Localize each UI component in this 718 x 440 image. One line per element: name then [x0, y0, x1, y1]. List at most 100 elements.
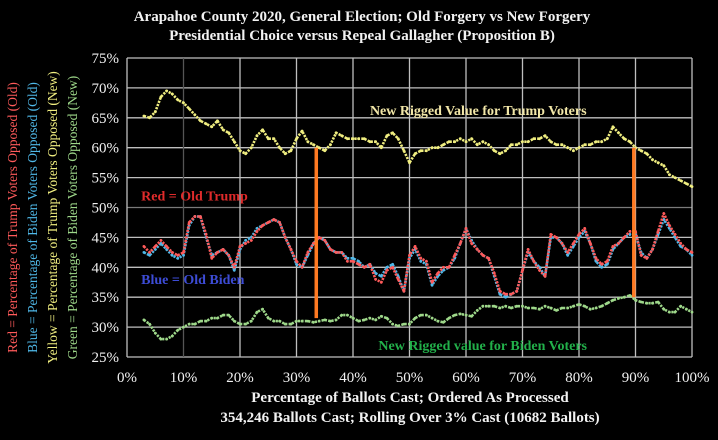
- data-point: [583, 227, 587, 230]
- data-point: [639, 253, 643, 257]
- data-point: [492, 149, 496, 153]
- x-tick-label: 20%: [226, 370, 254, 386]
- data-point: [295, 319, 298, 323]
- data-point: [453, 140, 457, 144]
- data-point: [362, 318, 366, 322]
- data-point: [504, 292, 507, 296]
- data-point: [255, 310, 259, 314]
- data-point: [379, 146, 383, 150]
- data-point: [165, 337, 169, 341]
- data-point: [470, 314, 473, 318]
- data-point: [385, 265, 389, 269]
- data-point: [317, 146, 321, 150]
- data-point: [176, 98, 180, 102]
- data-point: [244, 152, 248, 156]
- data-point: [464, 140, 468, 144]
- data-point: [266, 137, 270, 141]
- data-point: [594, 306, 598, 310]
- data-point: [515, 143, 519, 147]
- data-point: [475, 248, 479, 251]
- data-point: [312, 242, 315, 245]
- data-point: [628, 140, 632, 144]
- data-point: [447, 316, 451, 320]
- y-axis-label: Red = Percentage of Trump Voters Opposed…: [5, 82, 20, 353]
- data-point: [221, 248, 225, 251]
- data-point: [148, 322, 152, 326]
- data-point: [622, 137, 626, 141]
- data-point: [374, 277, 377, 281]
- data-point: [622, 295, 626, 299]
- annotation-new-biden: New Rigged value for Biden Voters: [378, 339, 587, 354]
- data-point: [340, 251, 344, 254]
- data-point: [210, 316, 214, 320]
- data-point: [346, 137, 349, 141]
- data-point: [594, 256, 598, 260]
- data-point: [464, 227, 468, 230]
- data-point: [295, 137, 298, 141]
- data-point: [323, 318, 327, 322]
- data-point: [278, 146, 281, 150]
- data-point: [521, 140, 524, 144]
- data-point: [487, 256, 490, 260]
- data-point: [549, 306, 553, 310]
- data-point: [617, 242, 620, 245]
- data-point: [651, 248, 654, 251]
- data-point: [193, 322, 197, 326]
- data-point: [685, 307, 688, 311]
- data-point: [447, 265, 451, 269]
- series-line: [143, 89, 693, 188]
- data-point: [600, 304, 603, 308]
- data-point: [357, 262, 360, 266]
- data-point: [249, 146, 253, 150]
- data-point: [645, 152, 649, 156]
- data-point: [538, 307, 541, 311]
- x-tick-label: 100%: [675, 370, 710, 386]
- data-point: [379, 280, 383, 284]
- data-point: [673, 176, 677, 180]
- data-point: [617, 297, 620, 300]
- data-point: [357, 259, 360, 263]
- data-point: [148, 253, 152, 257]
- data-point: [351, 137, 355, 141]
- data-point: [323, 239, 327, 242]
- data-point: [182, 251, 185, 254]
- data-point: [481, 304, 485, 308]
- data-point: [526, 140, 530, 144]
- data-point: [442, 265, 445, 269]
- data-point: [334, 318, 338, 322]
- data-point: [588, 307, 592, 311]
- data-point: [289, 149, 293, 153]
- y-axis-label: Blue = Percentage of Biden Voters Oppose…: [25, 82, 40, 353]
- series-group: [142, 89, 694, 341]
- data-point: [306, 251, 310, 254]
- data-point: [232, 319, 236, 323]
- data-point: [668, 173, 671, 177]
- data-point: [357, 319, 360, 323]
- data-point: [266, 221, 270, 224]
- data-point: [498, 306, 502, 310]
- data-point: [690, 251, 694, 254]
- data-point: [221, 128, 225, 132]
- data-point: [685, 248, 688, 251]
- data-point: [306, 319, 310, 323]
- data-point: [238, 245, 242, 248]
- data-point: [396, 324, 400, 328]
- data-point: [498, 289, 502, 293]
- annotation-group: New Rigged Value for Trump Voters Red = O…: [141, 104, 587, 354]
- data-point: [430, 146, 434, 150]
- data-point: [492, 304, 496, 308]
- data-point: [543, 304, 547, 308]
- data-point: [159, 239, 163, 242]
- data-point: [283, 152, 287, 156]
- data-point: [622, 236, 626, 239]
- data-point: [176, 253, 180, 257]
- data-point: [368, 140, 372, 144]
- data-point: [487, 304, 490, 308]
- data-point: [221, 313, 225, 317]
- data-point: [577, 233, 581, 236]
- x-tick-label: 10%: [170, 370, 198, 386]
- data-point: [651, 301, 654, 305]
- y-tick-label: 50%: [92, 201, 120, 217]
- data-point: [216, 316, 219, 320]
- data-point: [662, 218, 666, 221]
